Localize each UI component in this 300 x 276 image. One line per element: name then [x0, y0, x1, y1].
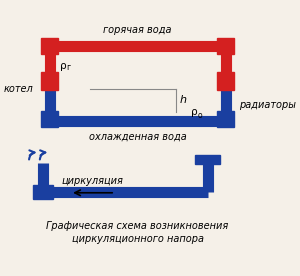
Text: циркуляция: циркуляция [62, 176, 124, 185]
Bar [41, 72, 58, 91]
FancyArrowPatch shape [40, 150, 45, 160]
Bar [195, 155, 220, 164]
Text: г: г [67, 63, 71, 73]
Text: ρ: ρ [191, 107, 198, 117]
Bar [33, 185, 53, 199]
Bar [218, 111, 234, 127]
Bar [41, 38, 58, 54]
Bar [218, 38, 234, 54]
Text: о: о [198, 111, 202, 120]
Text: охлажденная вода: охлажденная вода [89, 132, 186, 142]
Text: ρ: ρ [60, 61, 67, 71]
Bar [41, 111, 58, 127]
Text: радиаторы: радиаторы [239, 100, 296, 110]
Text: h: h [180, 95, 187, 105]
Text: котел: котел [4, 84, 33, 94]
FancyArrowPatch shape [29, 150, 34, 160]
Bar [218, 72, 234, 91]
Text: Графическая схема возникновения
циркуляционного напора: Графическая схема возникновения циркуляц… [46, 221, 229, 244]
Text: горячая вода: горячая вода [103, 25, 172, 35]
